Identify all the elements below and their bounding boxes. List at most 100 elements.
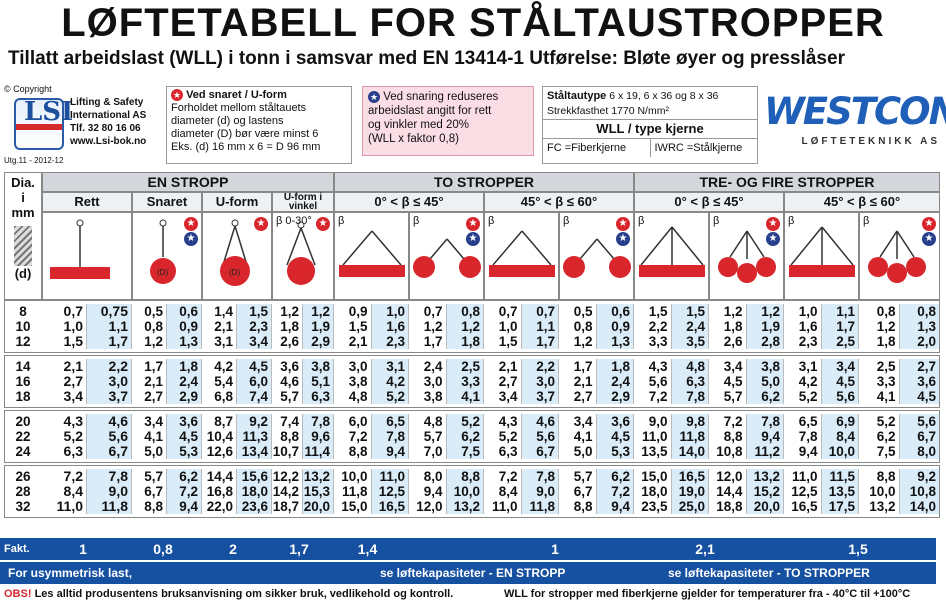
iwrc-value: 11,4 — [303, 444, 334, 459]
iwrc-value: 3,3 — [446, 374, 484, 389]
iwrc-value: 0,7 — [521, 304, 559, 319]
fc-value: 1,7 — [132, 359, 167, 374]
fc-value: 1,2 — [709, 304, 747, 319]
fc-value: 1,0 — [784, 304, 822, 319]
fc-value: 3,3 — [634, 334, 672, 349]
fc-value: 8,4 — [484, 484, 522, 499]
fc-value: 7,2 — [484, 469, 522, 484]
fc-value: 2,5 — [859, 359, 900, 374]
fc-value: 3,8 — [334, 374, 372, 389]
iwrc-value: 7,8 — [521, 469, 559, 484]
iwrc-value: 2,4 — [671, 319, 709, 334]
beta-label: β — [863, 215, 870, 227]
fc-value: 2,7 — [132, 389, 167, 404]
iwrc-value: 5,6 — [899, 414, 940, 429]
iwrc-value: 3,6 — [899, 374, 940, 389]
fc-value: 5,7 — [709, 389, 747, 404]
factor-value: 1,4 — [357, 541, 378, 557]
iwrc-value: 5,1 — [303, 374, 334, 389]
red-star-icon: ★ — [922, 217, 936, 231]
fc-value: 5,2 — [859, 414, 900, 429]
iwrc-value: 6,9 — [821, 414, 859, 429]
factor-value: 2 — [229, 541, 237, 557]
iwrc-value: 2,9 — [167, 389, 202, 404]
wire-type-box: Ståltautype 6 x 19, 6 x 36 og 8 x 36 Str… — [542, 86, 758, 164]
iwrc-value: 11,3 — [237, 429, 272, 444]
dia-value: 14 — [15, 359, 31, 374]
section-head-2: TO STROPPER — [334, 172, 634, 192]
fc-value: 11,0 — [484, 499, 522, 514]
iwrc-value: 14,0 — [671, 444, 709, 459]
iwrc-value: 2,9 — [303, 334, 334, 349]
fc-value: 0,7 — [42, 304, 87, 319]
fc-value: 12,0 — [709, 469, 747, 484]
fc-value: 2,6 — [709, 334, 747, 349]
iwrc-value: 5,2 — [446, 414, 484, 429]
iwrc-value: 25,0 — [671, 499, 709, 514]
iwrc-value: 3,8 — [303, 359, 334, 374]
iwrc-value: 7,4 — [237, 389, 272, 404]
row-band — [4, 355, 940, 408]
iwrc-value: 0,6 — [167, 304, 202, 319]
iwrc-value: 5,3 — [167, 444, 202, 459]
fc-value: 10,0 — [859, 484, 900, 499]
iwrc-value: 13,2 — [446, 499, 484, 514]
fc-value: 4,3 — [42, 414, 87, 429]
fc-value: 8,8 — [709, 429, 747, 444]
iwrc-value: 13,2 — [746, 469, 784, 484]
fc-value: 7,2 — [334, 429, 372, 444]
tre-snaret-sling-icon — [868, 230, 926, 283]
iwrc-value: 9,4 — [746, 429, 784, 444]
iwrc-value: 1,2 — [446, 319, 484, 334]
iwrc-value: 19,0 — [671, 484, 709, 499]
fc-value: 1,7 — [409, 334, 447, 349]
factor-value: 1 — [79, 541, 87, 557]
iwrc-value: 3,7 — [87, 389, 132, 404]
dia-value: 24 — [15, 444, 31, 459]
fc-value: 9,4 — [409, 484, 447, 499]
iwrc-value: 9,4 — [371, 444, 409, 459]
sling-diagram-6: β ★ ★ — [409, 212, 484, 300]
dia-value: 18 — [15, 389, 31, 404]
table-row: 12 1,5 1,7 1,2 1,3 3,1 3,4 2,6 2,9 2,1 2,3 1,7 1,8 1,… — [4, 334, 940, 349]
iwrc-value: 9,6 — [303, 429, 334, 444]
fc-value: 8,8 — [559, 499, 597, 514]
fc-value: 13,5 — [634, 444, 672, 459]
fc-value: 1,6 — [784, 319, 822, 334]
iwrc-value: 5,3 — [596, 444, 634, 459]
fc-value: 0,7 — [484, 304, 522, 319]
fc-value: 5,0 — [132, 444, 167, 459]
fc-value: 8,0 — [409, 469, 447, 484]
lsi-logo: LSI — [14, 98, 73, 150]
iwrc-value: 10,0 — [446, 484, 484, 499]
fc-value: 1,7 — [559, 359, 597, 374]
iwrc-value: 1,3 — [899, 319, 940, 334]
iwrc-value: 3,7 — [521, 389, 559, 404]
fc-value: 6,7 — [132, 484, 167, 499]
fc-value: 1,8 — [272, 319, 303, 334]
red-star-icon: ★ — [171, 89, 183, 101]
fc-value: 10,0 — [334, 469, 372, 484]
table-row: 24 6,3 6,7 5,0 5,3 12,6 13,4 10,7 11,4 8,8 9,4 7,0 7… — [4, 444, 940, 459]
iwrc-value: 6,0 — [237, 374, 272, 389]
iwrc-value: 6,2 — [596, 469, 634, 484]
iwrc-value: 12,5 — [371, 484, 409, 499]
iwrc-value: 13,5 — [821, 484, 859, 499]
tre-snaret-sling-icon — [718, 230, 776, 283]
fc-value: 3,0 — [409, 374, 447, 389]
iwrc-value: 0,9 — [167, 319, 202, 334]
fc-value: 7,2 — [709, 414, 747, 429]
iwrc-value: 1,5 — [237, 304, 272, 319]
sling-diagram-10: β ★ ★ — [709, 212, 784, 300]
sling-diagram-5: β — [334, 212, 409, 300]
fc-value: 6,5 — [784, 414, 822, 429]
iwrc-value: 20,0 — [746, 499, 784, 514]
iwrc-value: 8,4 — [821, 429, 859, 444]
factor-value: 1,5 — [848, 541, 868, 557]
iwrc-value: 4,5 — [899, 389, 940, 404]
fc-value: 4,6 — [272, 374, 303, 389]
iwrc-value: 2,8 — [746, 334, 784, 349]
red-star-icon: ★ — [316, 217, 330, 231]
iwrc-value: 7,8 — [746, 414, 784, 429]
fc-value: 5,7 — [132, 469, 167, 484]
